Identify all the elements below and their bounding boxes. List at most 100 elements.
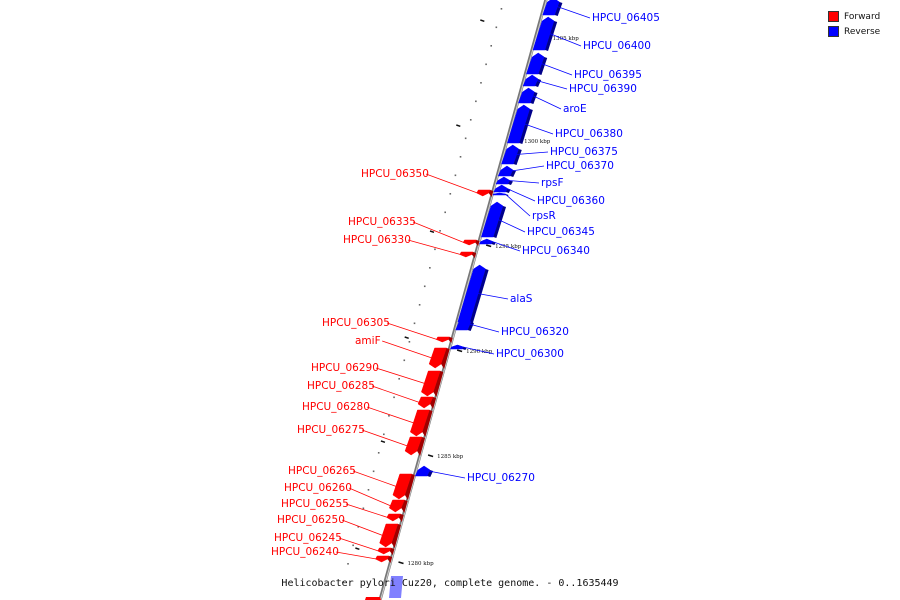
gene-HPCU_06275[interactable] bbox=[404, 436, 426, 456]
gene-label-HPCU_06405[interactable]: HPCU_06405 bbox=[592, 12, 660, 24]
minor-tick bbox=[449, 193, 452, 195]
major-tick bbox=[380, 440, 386, 444]
gene-HPCU_06285[interactable] bbox=[417, 396, 437, 409]
gene-label-aroE[interactable]: aroE bbox=[563, 103, 587, 115]
label-leader bbox=[412, 221, 464, 243]
gene-shade bbox=[488, 190, 494, 197]
gene-label-HPCU_06400[interactable]: HPCU_06400 bbox=[583, 40, 651, 52]
major-tick bbox=[404, 336, 409, 340]
gene-HPCU_06250[interactable] bbox=[379, 523, 402, 548]
gene-body bbox=[404, 436, 423, 456]
gene-aroE[interactable] bbox=[518, 87, 538, 104]
gene-HPCU_06340[interactable] bbox=[478, 238, 496, 245]
gene-label-HPCU_06270[interactable]: HPCU_06270 bbox=[467, 472, 535, 484]
gene-shade bbox=[448, 337, 453, 343]
gene-label-HPCU_06260[interactable]: HPCU_06260 bbox=[284, 482, 352, 494]
label-leader bbox=[386, 322, 438, 340]
label-leader bbox=[345, 503, 388, 518]
gene-body bbox=[462, 239, 477, 246]
gene-HPCU_06345[interactable] bbox=[481, 201, 507, 238]
gene-shade bbox=[471, 252, 477, 258]
minor-tick bbox=[464, 137, 467, 140]
gene-partial-reverse bbox=[389, 576, 403, 598]
gene-HPCU_06395[interactable] bbox=[526, 52, 548, 75]
gene-label-HPCU_06340[interactable]: HPCU_06340 bbox=[522, 245, 590, 257]
gene-HPCU_06255[interactable] bbox=[386, 513, 404, 522]
gene-label-HPCU_06300[interactable]: HPCU_06300 bbox=[496, 348, 564, 360]
gene-label-rpsR[interactable]: rpsR bbox=[532, 210, 556, 222]
gene-labels: HPCU_06405 HPCU_06400 HPCU_06395 HPCU_06390… bbox=[271, 6, 660, 560]
minor-tick bbox=[408, 341, 411, 343]
label-leader bbox=[511, 165, 545, 172]
gene-label-HPCU_06345[interactable]: HPCU_06345 bbox=[527, 226, 595, 238]
gene-features bbox=[365, 0, 563, 600]
gene-amiF[interactable] bbox=[428, 347, 450, 369]
gene-HPCU_06280[interactable] bbox=[410, 409, 433, 437]
forward-swatch-icon bbox=[828, 11, 839, 22]
minor-tick bbox=[423, 285, 426, 288]
gene-label-alaS[interactable]: alaS bbox=[510, 293, 533, 305]
gene-label-HPCU_06285[interactable]: HPCU_06285 bbox=[307, 380, 375, 392]
gene-label-HPCU_06275[interactable]: HPCU_06275 bbox=[297, 424, 365, 436]
gene-shade bbox=[441, 348, 450, 369]
major-tick bbox=[456, 349, 463, 353]
gene-label-amiF[interactable]: amiF bbox=[355, 335, 381, 347]
gene-alaS[interactable] bbox=[457, 264, 489, 323]
legend-label-reverse: Reverse bbox=[844, 26, 881, 37]
gene-body bbox=[421, 370, 441, 397]
gene-HPCU_06380[interactable] bbox=[506, 104, 533, 144]
gene-label-HPCU_06255[interactable]: HPCU_06255 bbox=[281, 498, 349, 510]
gene-HPCU_06375[interactable] bbox=[501, 144, 522, 165]
gene-HPCU_06290[interactable] bbox=[421, 370, 444, 397]
gene-HPCU_06370[interactable] bbox=[497, 165, 516, 177]
gene-label-HPCU_06350[interactable]: HPCU_06350 bbox=[361, 168, 429, 180]
gene-label-HPCU_06245[interactable]: HPCU_06245 bbox=[274, 532, 342, 544]
gene-HPCU_06330[interactable] bbox=[459, 251, 477, 258]
gene-label-HPCU_06250[interactable]: HPCU_06250 bbox=[277, 514, 345, 526]
gene-body bbox=[386, 513, 402, 522]
scale-label: 1305 kbp bbox=[553, 36, 580, 42]
gene-label-HPCU_06240[interactable]: HPCU_06240 bbox=[271, 546, 339, 558]
minor-tick bbox=[418, 304, 421, 306]
gene-body bbox=[379, 523, 399, 548]
gene-shade bbox=[507, 180, 513, 185]
gene-HPCU_06260[interactable] bbox=[389, 499, 408, 513]
gene-HPCU_06265[interactable] bbox=[392, 473, 415, 500]
label-leader bbox=[536, 80, 568, 90]
gene-body bbox=[428, 347, 448, 369]
major-tick bbox=[355, 547, 360, 551]
gene-shade bbox=[469, 269, 489, 323]
gene-label-HPCU_06380[interactable]: HPCU_06380 bbox=[555, 128, 623, 140]
gene-shade bbox=[417, 437, 426, 456]
gene-label-HPCU_06370[interactable]: HPCU_06370 bbox=[546, 160, 614, 172]
gene-label-HPCU_06290[interactable]: HPCU_06290 bbox=[311, 362, 379, 374]
label-leader bbox=[361, 429, 408, 447]
gene-HPCU_06320[interactable] bbox=[455, 317, 474, 331]
gene-label-HPCU_06280[interactable]: HPCU_06280 bbox=[302, 401, 370, 413]
gene-body bbox=[542, 0, 560, 16]
reverse-swatch-icon bbox=[828, 26, 839, 37]
label-leader bbox=[382, 340, 433, 359]
gene-HPCU_06405[interactable] bbox=[542, 0, 563, 16]
gene-label-HPCU_06360[interactable]: HPCU_06360 bbox=[537, 195, 605, 207]
gene-label-HPCU_06375[interactable]: HPCU_06375 bbox=[550, 146, 618, 158]
gene-body bbox=[417, 396, 434, 409]
gene-label-HPCU_06320[interactable]: HPCU_06320 bbox=[501, 326, 569, 338]
gene-shade bbox=[510, 170, 516, 177]
label-leader bbox=[516, 151, 549, 155]
gene-label-HPCU_06390[interactable]: HPCU_06390 bbox=[569, 83, 637, 95]
gene-label-rpsF[interactable]: rpsF bbox=[541, 177, 564, 189]
gene-body bbox=[392, 473, 413, 500]
gene-HPCU_06400[interactable] bbox=[532, 16, 558, 51]
gene-HPCU_06335[interactable] bbox=[462, 239, 480, 246]
gene-label-HPCU_06305[interactable]: HPCU_06305 bbox=[322, 317, 390, 329]
scale-label: 1300 kbp bbox=[524, 139, 551, 145]
gene-label-HPCU_06335[interactable]: HPCU_06335 bbox=[348, 216, 416, 228]
minor-tick bbox=[444, 211, 446, 214]
gene-label-HPCU_06330[interactable]: HPCU_06330 bbox=[343, 234, 411, 246]
gene-rpsF[interactable] bbox=[495, 176, 513, 185]
gene-label-HPCU_06395[interactable]: HPCU_06395 bbox=[574, 69, 642, 81]
gene-label-HPCU_06265[interactable]: HPCU_06265 bbox=[288, 465, 356, 477]
minor-tick bbox=[469, 119, 472, 121]
